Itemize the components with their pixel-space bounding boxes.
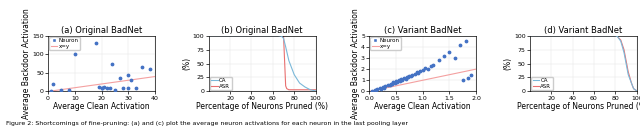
Point bbox=[376, 88, 386, 90]
Point bbox=[455, 43, 465, 45]
Point bbox=[131, 87, 141, 89]
Point bbox=[420, 67, 431, 69]
Point bbox=[388, 82, 398, 84]
Point bbox=[367, 90, 377, 92]
Point bbox=[91, 42, 101, 44]
Legend: Neuron, x=y: Neuron, x=y bbox=[49, 37, 80, 50]
Y-axis label: Average Backdoor Activation: Average Backdoor Activation bbox=[351, 8, 360, 119]
Point bbox=[45, 90, 56, 92]
Point bbox=[145, 68, 155, 70]
Point bbox=[104, 88, 115, 90]
Point bbox=[369, 89, 380, 91]
Point bbox=[434, 59, 444, 61]
Point bbox=[48, 83, 58, 85]
Point bbox=[392, 81, 402, 83]
Point bbox=[110, 89, 120, 91]
Point bbox=[395, 80, 405, 82]
Point bbox=[410, 73, 420, 75]
Point bbox=[97, 88, 107, 90]
Point bbox=[426, 65, 436, 67]
Y-axis label: (%): (%) bbox=[182, 57, 191, 70]
Point bbox=[383, 84, 393, 86]
Point bbox=[391, 80, 401, 82]
Point bbox=[404, 75, 415, 77]
Point bbox=[136, 66, 147, 68]
Point bbox=[371, 89, 381, 91]
Point bbox=[99, 86, 109, 88]
Point bbox=[97, 87, 107, 89]
Point bbox=[385, 84, 395, 86]
Y-axis label: Average Backdoor Activation: Average Backdoor Activation bbox=[22, 8, 31, 119]
Point bbox=[396, 78, 406, 80]
Title: (b) Original BadNet: (b) Original BadNet bbox=[221, 26, 303, 35]
Title: (d) Variant BadNet: (d) Variant BadNet bbox=[544, 26, 622, 35]
Point bbox=[406, 75, 416, 77]
Legend: CA, ASR: CA, ASR bbox=[531, 77, 553, 90]
Point bbox=[378, 86, 388, 88]
Point bbox=[458, 79, 468, 81]
Point bbox=[444, 51, 454, 53]
Point bbox=[123, 88, 133, 90]
Point bbox=[64, 89, 74, 91]
Point bbox=[390, 82, 400, 84]
Point bbox=[399, 77, 409, 79]
Point bbox=[397, 79, 408, 81]
Point bbox=[123, 74, 133, 76]
Point bbox=[413, 72, 424, 74]
Point bbox=[372, 88, 382, 90]
Point bbox=[93, 86, 104, 88]
Title: (c) Variant BadNet: (c) Variant BadNet bbox=[384, 26, 461, 35]
Point bbox=[450, 57, 460, 59]
Point bbox=[428, 64, 438, 66]
Point bbox=[102, 87, 112, 89]
Point bbox=[417, 69, 428, 71]
Point bbox=[70, 53, 80, 55]
Point bbox=[415, 70, 425, 72]
Point bbox=[126, 79, 136, 81]
Y-axis label: (%): (%) bbox=[504, 57, 513, 70]
X-axis label: Percentage of Neurons Pruned (%): Percentage of Neurons Pruned (%) bbox=[196, 102, 328, 111]
Point bbox=[460, 40, 470, 42]
Point bbox=[401, 78, 411, 80]
Point bbox=[107, 62, 117, 65]
X-axis label: Average Clean Activation: Average Clean Activation bbox=[53, 102, 150, 111]
Point bbox=[439, 55, 449, 57]
Point bbox=[118, 87, 128, 89]
Point bbox=[385, 83, 396, 85]
X-axis label: Average Clean Activation: Average Clean Activation bbox=[374, 102, 471, 111]
Legend: Neuron, x=y: Neuron, x=y bbox=[371, 37, 401, 50]
Text: Figure 2: Shortcomings of fine-pruning: (a) and (c) plot the average neuron acti: Figure 2: Shortcomings of fine-pruning: … bbox=[6, 121, 408, 126]
Point bbox=[463, 77, 474, 79]
Point bbox=[375, 87, 385, 89]
Point bbox=[380, 85, 390, 87]
Title: (a) Original BadNet: (a) Original BadNet bbox=[61, 26, 142, 35]
Point bbox=[423, 68, 433, 70]
Point bbox=[403, 76, 413, 78]
Point bbox=[407, 74, 417, 76]
Point bbox=[412, 71, 422, 73]
Point bbox=[401, 76, 412, 78]
Point bbox=[115, 77, 125, 79]
Point bbox=[387, 83, 397, 85]
Point bbox=[56, 89, 67, 91]
Legend: CA, ASR: CA, ASR bbox=[210, 77, 232, 90]
Point bbox=[466, 74, 476, 76]
Point bbox=[379, 86, 389, 89]
X-axis label: Percentage of Neurons Pruned (%): Percentage of Neurons Pruned (%) bbox=[517, 102, 640, 111]
Point bbox=[394, 79, 404, 81]
